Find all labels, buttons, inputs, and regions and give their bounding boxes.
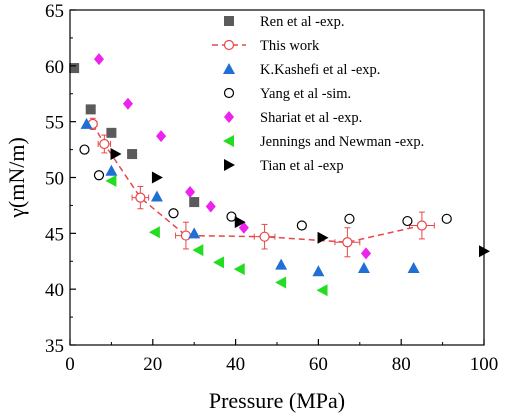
legend-item: Ren et al -exp.: [224, 14, 345, 30]
data-point: [148, 226, 160, 239]
legend-item: Shariat et al -exp.: [224, 110, 362, 126]
legend-label: Jennings and Newman -exp.: [260, 134, 424, 150]
data-point: [361, 247, 372, 260]
series-0: [69, 63, 200, 208]
data-point: [106, 127, 117, 138]
data-point: [105, 164, 118, 176]
data-point: [238, 221, 249, 234]
data-point: [223, 63, 235, 74]
series-5: [105, 174, 328, 297]
y-tick-label: 60: [45, 57, 64, 78]
data-point: [110, 148, 122, 161]
legend-label: Tian et al -exp: [260, 158, 344, 174]
data-point: [342, 237, 353, 248]
data-point: [85, 104, 96, 115]
data-point: [344, 213, 355, 224]
data-point: [312, 265, 325, 277]
data-point: [233, 263, 245, 276]
data-point: [122, 97, 133, 110]
legend-label: Shariat et al -exp.: [260, 110, 362, 126]
data-point: [275, 276, 287, 289]
legend-label: Ren et al -exp.: [260, 14, 345, 30]
data-point: [127, 149, 138, 160]
data-point: [150, 190, 163, 202]
data-point: [223, 39, 235, 51]
legend-item: Tian et al -exp: [224, 158, 344, 174]
y-axis-title: γ(mN/m): [4, 137, 29, 219]
data-point: [317, 231, 329, 244]
y-tick-label: 65: [45, 1, 64, 22]
data-point: [316, 284, 328, 297]
data-point: [105, 174, 117, 187]
data-point: [223, 135, 234, 147]
y-tick-label: 40: [45, 280, 64, 301]
data-point: [168, 208, 179, 219]
data-point: [223, 87, 235, 99]
y-tick-label: 35: [45, 336, 64, 357]
data-point: [69, 63, 80, 74]
data-point: [224, 16, 234, 26]
x-tick-label: 20: [143, 354, 162, 375]
data-point: [259, 231, 270, 242]
y-tick-label: 55: [45, 113, 64, 134]
axes: 0 20 40 60 80 100 35 40 45 50 55 60 65: [45, 1, 498, 375]
data-point: [205, 200, 216, 213]
legend: Ren et al -exp. This work K.Kashefi et al …: [212, 14, 424, 174]
plot-frame: [69, 9, 485, 346]
series-1: [87, 117, 435, 258]
data-point: [185, 186, 196, 199]
data-point: [192, 244, 204, 257]
series-3: [79, 144, 452, 231]
data-point: [296, 220, 307, 231]
data-point: [180, 230, 192, 241]
data-point: [416, 220, 427, 231]
data-point: [224, 111, 234, 123]
data-point: [441, 213, 452, 224]
legend-item: K.Kashefi et al -exp.: [223, 62, 380, 78]
x-tick-label: 60: [309, 354, 328, 375]
data-point: [151, 171, 163, 184]
legend-item: Jennings and Newman -exp.: [223, 134, 424, 150]
data-point: [189, 197, 200, 208]
x-tick-label: 0: [65, 354, 75, 375]
legend-label: Yang et al -sim.: [260, 86, 351, 102]
y-tick-label: 45: [45, 224, 64, 245]
data-point: [93, 170, 105, 181]
data-point: [402, 215, 413, 227]
data-point: [99, 138, 110, 150]
data-point: [93, 53, 104, 66]
series-4: [93, 53, 372, 260]
y-tick-label: 50: [45, 169, 64, 190]
series-2: [80, 117, 420, 277]
x-axis-title: Pressure (MPa): [209, 388, 345, 413]
data-point: [156, 130, 167, 143]
data-point: [357, 261, 370, 273]
legend-label: This work: [260, 38, 320, 54]
data-point: [226, 211, 237, 222]
data-point: [79, 144, 90, 155]
data-point: [224, 159, 235, 171]
legend-label: K.Kashefi et al -exp.: [260, 62, 380, 78]
data-point: [213, 256, 225, 269]
data-point: [275, 258, 288, 270]
data-point: [234, 216, 246, 229]
data-point: [407, 261, 420, 273]
data-point: [135, 192, 146, 203]
data-point: [188, 227, 201, 239]
x-tick-label: 100: [470, 354, 499, 375]
x-tick-label: 40: [226, 354, 245, 375]
x-tick-label: 80: [392, 354, 411, 375]
legend-item: Yang et al -sim.: [223, 86, 351, 102]
data-point: [80, 117, 93, 129]
legend-item: This work: [212, 38, 320, 54]
